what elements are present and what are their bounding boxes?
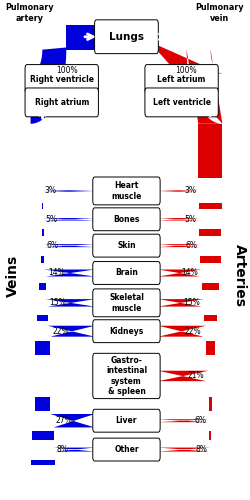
Text: 14%: 14% bbox=[48, 268, 64, 278]
FancyBboxPatch shape bbox=[94, 20, 158, 54]
FancyBboxPatch shape bbox=[25, 64, 99, 94]
Polygon shape bbox=[44, 244, 95, 247]
Text: Gastro-
intestinal
system
& spleen: Gastro- intestinal system & spleen bbox=[106, 356, 147, 396]
Polygon shape bbox=[50, 414, 95, 428]
Polygon shape bbox=[46, 299, 95, 306]
Polygon shape bbox=[158, 448, 210, 452]
Text: Other: Other bbox=[114, 445, 139, 454]
Text: 15%: 15% bbox=[183, 298, 200, 308]
Bar bbox=[204, 316, 217, 321]
Polygon shape bbox=[158, 270, 202, 276]
Text: 6%: 6% bbox=[186, 241, 198, 250]
Polygon shape bbox=[158, 326, 206, 336]
Text: 6%: 6% bbox=[195, 416, 207, 425]
FancyBboxPatch shape bbox=[93, 177, 160, 205]
Text: 21%: 21% bbox=[188, 372, 204, 380]
Text: 5%: 5% bbox=[46, 215, 58, 224]
Text: 8%: 8% bbox=[196, 445, 207, 454]
Bar bbox=[198, 124, 222, 178]
Text: Right atrium: Right atrium bbox=[34, 98, 89, 107]
Text: Liver: Liver bbox=[116, 416, 137, 425]
Polygon shape bbox=[156, 44, 222, 124]
Text: Skin: Skin bbox=[117, 241, 136, 250]
Bar bbox=[32, 430, 54, 440]
Text: Bones: Bones bbox=[113, 215, 140, 224]
Text: 6%: 6% bbox=[46, 241, 58, 250]
Bar bbox=[199, 204, 222, 210]
Text: 100%: 100% bbox=[176, 66, 197, 75]
Polygon shape bbox=[44, 270, 95, 276]
Polygon shape bbox=[158, 419, 210, 422]
Bar bbox=[35, 341, 50, 355]
FancyBboxPatch shape bbox=[145, 88, 218, 117]
Polygon shape bbox=[43, 218, 95, 220]
FancyBboxPatch shape bbox=[93, 234, 160, 257]
Bar bbox=[202, 283, 219, 290]
Text: Skeletal
muscle: Skeletal muscle bbox=[109, 293, 144, 312]
Text: 15%: 15% bbox=[50, 298, 66, 308]
Text: 3%: 3% bbox=[45, 186, 57, 196]
Bar bbox=[42, 204, 43, 210]
Bar bbox=[209, 397, 212, 411]
Polygon shape bbox=[158, 370, 209, 381]
Text: Pulmonary
artery: Pulmonary artery bbox=[5, 3, 54, 22]
FancyBboxPatch shape bbox=[145, 64, 218, 94]
Text: 100%: 100% bbox=[56, 66, 77, 75]
Bar bbox=[200, 256, 221, 263]
Text: Kidneys: Kidneys bbox=[109, 326, 144, 336]
Bar bbox=[66, 25, 96, 50]
Text: Brain: Brain bbox=[115, 268, 138, 278]
Bar bbox=[41, 256, 44, 263]
Bar bbox=[38, 316, 48, 321]
Bar bbox=[35, 397, 50, 411]
Polygon shape bbox=[42, 190, 95, 192]
Bar bbox=[199, 229, 222, 235]
Text: Heart
muscle: Heart muscle bbox=[111, 181, 142, 201]
FancyBboxPatch shape bbox=[93, 289, 160, 317]
Polygon shape bbox=[158, 244, 200, 247]
Text: Left atrium: Left atrium bbox=[158, 74, 206, 84]
Text: Pulmonary
vein: Pulmonary vein bbox=[196, 3, 244, 22]
Text: Lungs: Lungs bbox=[109, 32, 144, 42]
Bar bbox=[206, 341, 214, 355]
Text: Right ventricle: Right ventricle bbox=[30, 74, 94, 84]
Polygon shape bbox=[30, 44, 96, 124]
Bar bbox=[42, 229, 43, 235]
Text: 14%: 14% bbox=[181, 268, 198, 278]
Text: 3%: 3% bbox=[184, 186, 196, 196]
Bar bbox=[210, 430, 211, 440]
Polygon shape bbox=[48, 326, 95, 336]
FancyBboxPatch shape bbox=[93, 354, 160, 399]
Bar bbox=[39, 283, 46, 290]
FancyBboxPatch shape bbox=[93, 208, 160, 231]
Polygon shape bbox=[158, 299, 204, 306]
Text: 5%: 5% bbox=[185, 215, 197, 224]
Text: Veins: Veins bbox=[6, 254, 20, 296]
FancyBboxPatch shape bbox=[93, 410, 160, 432]
Polygon shape bbox=[158, 190, 199, 192]
Polygon shape bbox=[158, 218, 199, 220]
FancyBboxPatch shape bbox=[25, 88, 99, 117]
Polygon shape bbox=[54, 448, 95, 452]
Text: 27%: 27% bbox=[56, 416, 72, 425]
Text: 8%: 8% bbox=[56, 445, 68, 454]
FancyBboxPatch shape bbox=[93, 438, 160, 461]
FancyBboxPatch shape bbox=[93, 320, 160, 342]
Text: Arteries: Arteries bbox=[233, 244, 247, 307]
Text: Left ventricle: Left ventricle bbox=[152, 98, 210, 107]
Text: 22%: 22% bbox=[185, 326, 202, 336]
FancyBboxPatch shape bbox=[93, 262, 160, 284]
Text: 22%: 22% bbox=[52, 326, 69, 336]
Bar bbox=[30, 460, 54, 466]
